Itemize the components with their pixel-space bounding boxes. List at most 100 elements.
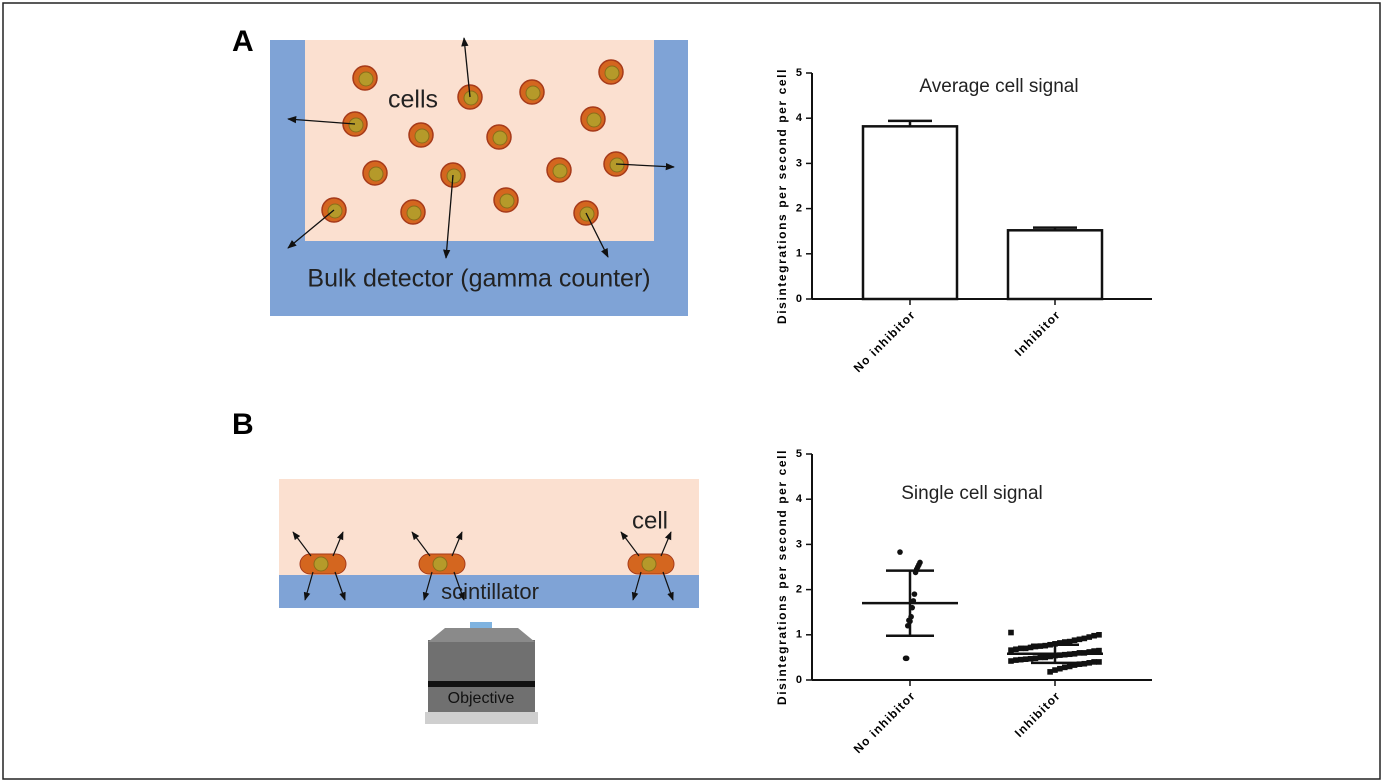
point xyxy=(1008,658,1014,664)
panel-label: A xyxy=(232,25,254,58)
x-tick-label: No inhibitor xyxy=(851,307,919,375)
y-axis-label: Disintegrations per second per cell xyxy=(775,68,789,324)
nucleus xyxy=(327,203,343,219)
nucleus xyxy=(446,168,462,184)
point xyxy=(1091,659,1097,665)
point xyxy=(1013,646,1019,653)
point xyxy=(1091,648,1097,654)
arrow xyxy=(287,115,356,125)
arrow xyxy=(332,531,344,557)
point xyxy=(1086,660,1093,666)
arrow xyxy=(620,531,640,557)
x-tick-label: Inhibitor xyxy=(1012,688,1063,739)
point xyxy=(1037,654,1044,661)
point xyxy=(1057,652,1063,658)
point xyxy=(1061,639,1068,645)
x-tick-label: Inhibitor xyxy=(1012,307,1063,358)
point xyxy=(1017,656,1024,663)
arrow xyxy=(631,571,642,601)
arrow xyxy=(461,37,471,98)
cell-label: cell xyxy=(632,507,668,534)
arrow xyxy=(303,571,314,601)
arrow xyxy=(585,212,609,258)
point xyxy=(1066,638,1073,645)
diagram-b: cell scintillator Objective xyxy=(279,479,699,724)
point xyxy=(911,591,918,597)
arrow xyxy=(411,531,431,557)
objective-label: Objective xyxy=(448,690,515,707)
nucleus xyxy=(358,71,374,87)
scintillator-label: scintillator xyxy=(441,579,539,604)
y-tick-label: 3 xyxy=(796,538,802,550)
point xyxy=(1061,664,1068,671)
point xyxy=(1076,636,1083,643)
point xyxy=(1027,655,1034,662)
y-tick-label: 1 xyxy=(796,629,802,641)
arrow xyxy=(453,571,465,601)
point xyxy=(897,549,903,555)
nucleus xyxy=(463,90,479,106)
point xyxy=(1057,665,1063,672)
nucleus xyxy=(348,117,364,133)
y-tick-label: 4 xyxy=(796,112,803,124)
y-tick-label: 1 xyxy=(796,248,802,260)
nucleus xyxy=(368,166,384,182)
bar xyxy=(1006,229,1104,301)
y-tick-label: 5 xyxy=(796,448,802,460)
nucleus xyxy=(586,112,602,128)
nucleus xyxy=(492,130,508,146)
point xyxy=(1027,644,1034,651)
nucleus xyxy=(525,85,541,101)
point xyxy=(1086,634,1093,640)
arrow xyxy=(660,531,672,557)
diagram-a: cells Bulk detector (gamma counter) xyxy=(270,37,688,316)
point xyxy=(1081,660,1088,667)
point xyxy=(1047,653,1053,660)
point xyxy=(1017,645,1024,652)
y-tick-label: 5 xyxy=(796,67,802,79)
y-tick-label: 2 xyxy=(796,203,802,215)
point xyxy=(1071,662,1078,668)
arrow xyxy=(422,571,433,601)
y-tick-label: 0 xyxy=(796,293,802,305)
arrow xyxy=(443,174,454,259)
scintillator xyxy=(279,575,699,608)
arrow xyxy=(615,162,675,171)
y-tick-label: 2 xyxy=(796,584,802,596)
nucleus xyxy=(604,65,620,81)
point xyxy=(1086,649,1093,655)
arrow xyxy=(451,531,463,557)
point xyxy=(1052,667,1058,673)
point xyxy=(1022,656,1029,663)
point xyxy=(1091,632,1097,639)
y-tick-label: 4 xyxy=(796,493,803,505)
x-tick-label: No inhibitor xyxy=(851,688,919,756)
point xyxy=(1032,655,1039,662)
point xyxy=(1081,635,1088,642)
point xyxy=(1008,647,1014,653)
nucleus xyxy=(609,157,625,173)
nucleus xyxy=(552,163,568,179)
point xyxy=(1096,632,1102,638)
nucleus xyxy=(499,193,515,209)
objective-body xyxy=(428,640,535,712)
point xyxy=(1076,661,1083,667)
point xyxy=(1008,629,1014,636)
arrow xyxy=(292,531,312,557)
point xyxy=(1013,657,1019,663)
point xyxy=(1057,640,1063,646)
arrow xyxy=(334,571,346,601)
bar xyxy=(861,125,959,301)
point xyxy=(1071,637,1078,644)
nucleus xyxy=(432,556,448,572)
point xyxy=(1066,663,1073,670)
point xyxy=(1032,643,1039,650)
nucleus xyxy=(414,128,430,144)
point xyxy=(1042,654,1049,661)
objective-lens xyxy=(470,622,492,628)
point xyxy=(1096,659,1102,665)
chart-title: Single cell signal xyxy=(901,483,1043,504)
point xyxy=(1096,647,1102,654)
